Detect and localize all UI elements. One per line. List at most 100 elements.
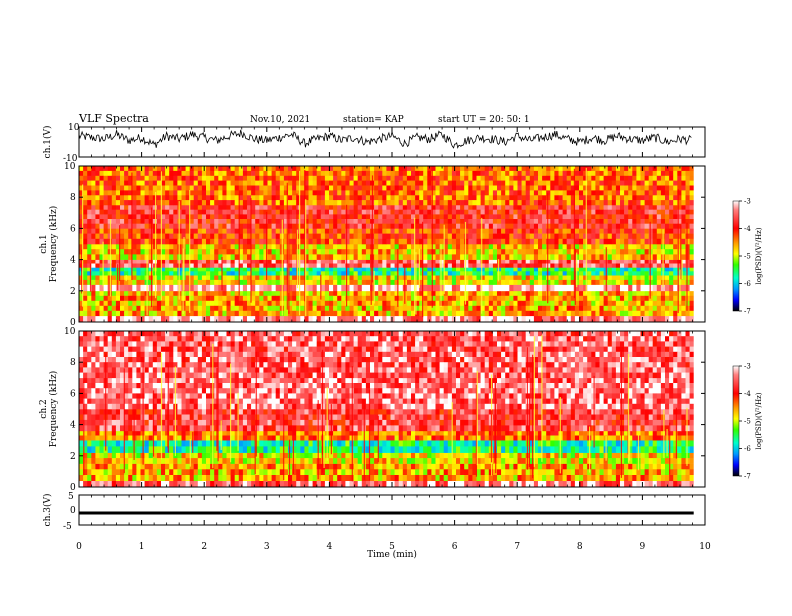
spectrogram-cell bbox=[415, 244, 419, 250]
spectrogram-cell bbox=[612, 306, 616, 311]
spectrogram-cell bbox=[653, 260, 657, 264]
spectrogram-cell bbox=[227, 234, 231, 240]
spectrogram-cell bbox=[518, 260, 522, 264]
spectrogram-cell bbox=[587, 210, 591, 215]
spectrogram-cell bbox=[415, 186, 419, 191]
spectrogram-cell bbox=[636, 291, 640, 296]
spectrogram-cell bbox=[669, 275, 673, 280]
spectrogram-cell bbox=[300, 181, 304, 186]
spectrogram-cell bbox=[636, 190, 640, 195]
spectrogram-cell bbox=[198, 171, 202, 176]
spectrogram-cell bbox=[218, 224, 222, 229]
spectrogram-cell bbox=[595, 260, 599, 264]
spectrogram-cell bbox=[530, 166, 534, 171]
spectrogram-cell bbox=[190, 228, 194, 234]
spectrogram-cell bbox=[272, 186, 276, 191]
spectrogram-cell bbox=[645, 234, 649, 240]
spectrogram-cell bbox=[243, 181, 247, 186]
spectrogram-cell bbox=[620, 301, 624, 306]
spectrogram-cell bbox=[136, 214, 140, 219]
spectrogram-cell bbox=[284, 171, 288, 176]
spectrogram-cell bbox=[427, 249, 431, 255]
spectrogram-cell bbox=[157, 267, 161, 271]
spectrogram-cell bbox=[141, 244, 145, 250]
spectrogram-cell bbox=[91, 285, 95, 292]
spectrogram-cell bbox=[436, 285, 440, 292]
spectrogram-cell bbox=[235, 271, 239, 275]
spectrogram-cell bbox=[345, 316, 349, 323]
spectrogram-cell bbox=[567, 234, 571, 240]
spectrogram-cell bbox=[460, 271, 464, 275]
spectrogram-cell bbox=[222, 195, 226, 200]
spectrogram-cell bbox=[501, 176, 505, 181]
spectrogram-cell bbox=[362, 200, 366, 205]
spectrogram-cell bbox=[546, 311, 550, 316]
spectrogram-cell bbox=[382, 228, 386, 234]
spectrogram-cell bbox=[612, 234, 616, 240]
spectrogram-cell bbox=[481, 176, 485, 181]
spectrogram-cell bbox=[132, 214, 136, 219]
spectrogram-cell bbox=[227, 275, 231, 280]
spectrogram-cell bbox=[386, 296, 390, 301]
spectrogram-cell bbox=[595, 239, 599, 245]
spectrogram-cell bbox=[415, 176, 419, 181]
spectrogram-cell bbox=[169, 166, 173, 171]
spectrogram-cell bbox=[198, 239, 202, 245]
spectrogram-cell bbox=[251, 190, 255, 195]
spectrogram-cell bbox=[173, 224, 177, 229]
spectrogram-cell bbox=[100, 200, 104, 205]
spectrogram-cell bbox=[132, 171, 136, 176]
spectrogram-cell bbox=[550, 267, 554, 271]
spectrogram-cell bbox=[374, 166, 378, 171]
spectrogram-cell bbox=[526, 195, 530, 200]
spectrogram-cell bbox=[509, 228, 513, 234]
spectrogram-cell bbox=[620, 264, 624, 268]
spectrogram-cell bbox=[362, 234, 366, 240]
spectrogram-cell bbox=[391, 228, 395, 234]
spectrogram-cell bbox=[354, 301, 358, 306]
spectrogram-cell bbox=[472, 291, 476, 296]
spectrogram-cell bbox=[210, 264, 214, 268]
spectrogram-cell bbox=[587, 239, 591, 245]
spectrogram-cell bbox=[378, 271, 382, 275]
spectrogram-cell bbox=[145, 219, 149, 224]
spectrogram-cell bbox=[198, 181, 202, 186]
spectrogram-cell bbox=[198, 264, 202, 268]
spectrogram-cell bbox=[485, 311, 489, 316]
spectrogram-cell bbox=[83, 291, 87, 296]
spectrogram-cell bbox=[550, 186, 554, 191]
spectrogram-cell bbox=[587, 267, 591, 271]
spectrogram-cell bbox=[268, 228, 272, 234]
spectrogram-cell bbox=[141, 181, 145, 186]
spectrogram-cell bbox=[485, 267, 489, 271]
spectrogram-cell bbox=[362, 254, 366, 260]
spectrogram-cell bbox=[657, 311, 661, 316]
spectrogram-cell bbox=[198, 219, 202, 224]
spectrogram-cell bbox=[157, 301, 161, 306]
spectrogram-cell bbox=[472, 176, 476, 181]
spectrogram-ytick-label: 8 bbox=[70, 193, 76, 203]
spectrogram-cell bbox=[497, 280, 501, 285]
spectrogram-cell bbox=[460, 166, 464, 171]
spectrogram-cell bbox=[276, 205, 280, 210]
spectrogram-cell bbox=[95, 176, 99, 181]
spectrogram-cell bbox=[567, 210, 571, 215]
spectrogram-cell bbox=[440, 254, 444, 260]
spectrogram-cell bbox=[595, 316, 599, 323]
spectrogram-cell bbox=[112, 224, 116, 229]
spectrogram-cell bbox=[370, 481, 374, 488]
spectrogram-cell bbox=[632, 301, 636, 306]
spectrogram-cell bbox=[309, 219, 313, 224]
spectrogram-cell bbox=[259, 166, 263, 171]
spectrogram-cell bbox=[268, 249, 272, 255]
spectrogram-cell bbox=[620, 181, 624, 186]
spectrogram-cell bbox=[259, 200, 263, 205]
spectrogram-cell bbox=[530, 176, 534, 181]
spectrogram-cell bbox=[452, 210, 456, 215]
spectrogram-cell bbox=[177, 181, 181, 186]
spectrogram-cell bbox=[493, 271, 497, 275]
spectrogram-cell bbox=[337, 254, 341, 260]
spectrogram-cell bbox=[345, 176, 349, 181]
spectrogram-cell bbox=[255, 244, 259, 250]
spectrogram-cell bbox=[681, 228, 685, 234]
